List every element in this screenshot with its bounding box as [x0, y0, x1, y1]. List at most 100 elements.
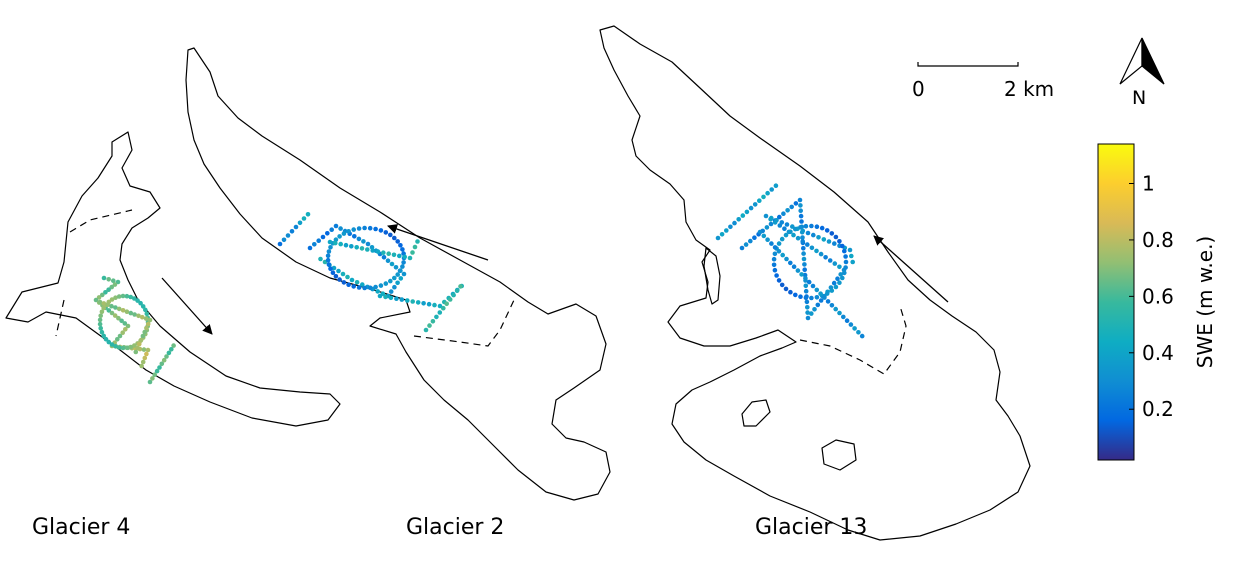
- glacier-2: [185, 47, 611, 501]
- swe-point: [739, 245, 745, 251]
- swe-point: [816, 235, 821, 240]
- swe-point: [391, 252, 397, 258]
- swe-point: [415, 300, 421, 305]
- swe-point: [811, 232, 816, 238]
- swe-point: [771, 262, 777, 268]
- swe-point: [805, 310, 810, 315]
- swe-point: [139, 363, 144, 369]
- swe-point: [112, 282, 118, 287]
- swe-point: [375, 289, 381, 294]
- swe-point: [447, 297, 453, 302]
- swe-point: [138, 337, 144, 343]
- swe-point: [837, 264, 842, 270]
- swe-point: [842, 270, 847, 276]
- swe-point: [829, 231, 835, 236]
- swe-point: [312, 242, 317, 247]
- swe-point: [101, 301, 107, 306]
- swe-point: [336, 268, 341, 274]
- swe-point: [393, 265, 399, 270]
- swe-point: [788, 260, 793, 266]
- swe-point: [386, 251, 392, 256]
- swe-point: [799, 219, 804, 224]
- swe-point: [818, 291, 823, 297]
- swe-point: [779, 282, 785, 288]
- swe-point: [109, 342, 115, 347]
- swe-point: [99, 309, 105, 315]
- swe-point: [781, 211, 786, 216]
- swe-point: [768, 221, 774, 227]
- swe-point: [325, 231, 330, 236]
- swe-point: [343, 242, 349, 248]
- swe-point: [136, 313, 141, 319]
- swe-point: [333, 240, 338, 246]
- swe-point: [120, 345, 126, 351]
- colorbar-tick-label: 0.8: [1142, 228, 1174, 252]
- swe-point: [352, 234, 357, 239]
- swe-point: [361, 239, 366, 244]
- swe-point: [827, 258, 833, 263]
- swe-point: [799, 272, 804, 277]
- swe-point: [106, 277, 111, 282]
- glacier-13-outline: [599, 25, 1031, 541]
- swe-point: [109, 310, 115, 316]
- swe-point: [106, 308, 112, 313]
- colorbar-title: SWE (m w.e.): [1193, 236, 1217, 368]
- swe-point: [837, 310, 842, 316]
- colorbar-tick-label: 0.2: [1142, 397, 1174, 421]
- swe-point: [831, 280, 837, 286]
- swe-point: [277, 241, 283, 247]
- swe-point: [128, 294, 133, 300]
- swe-point: [833, 234, 839, 240]
- swe-point: [338, 241, 344, 247]
- north-arrow-icon: N: [1119, 37, 1165, 109]
- swe-point: [329, 227, 335, 232]
- swe-point: [423, 327, 429, 333]
- swe-point: [843, 254, 848, 259]
- swe-point: [101, 333, 106, 339]
- colorbar-tick-label: 0.6: [1142, 284, 1174, 308]
- swe-point: [798, 203, 803, 208]
- swe-point: [103, 290, 108, 295]
- swe-point: [331, 265, 337, 271]
- swe-point: [398, 268, 403, 274]
- swe-point: [769, 215, 774, 221]
- swe-point: [109, 297, 115, 302]
- swe-point: [803, 283, 809, 289]
- swe-point: [806, 279, 812, 285]
- swe-point: [814, 248, 819, 254]
- swe-point: [285, 233, 291, 238]
- swe-point: [804, 299, 810, 305]
- swe-point: [356, 226, 362, 231]
- swe-point: [365, 247, 370, 252]
- swe-point: [776, 278, 782, 283]
- swe-point: [783, 232, 789, 238]
- swe-point: [724, 228, 729, 233]
- swe-point: [106, 287, 111, 293]
- swe-point: [145, 321, 151, 327]
- swe-point: [101, 305, 106, 311]
- swe-point: [140, 304, 146, 309]
- swe-point: [800, 228, 806, 234]
- swe-point: [415, 239, 420, 244]
- swe-point: [345, 274, 350, 280]
- swe-point: [402, 254, 408, 260]
- swe-point: [801, 246, 806, 251]
- swe-point: [346, 229, 351, 234]
- swe-point: [143, 316, 149, 321]
- swe-point: [847, 247, 853, 253]
- swe-point: [801, 256, 807, 262]
- swe-point: [328, 266, 333, 272]
- glacier-13: [599, 25, 1031, 541]
- swe-point: [852, 326, 857, 331]
- swe-point: [740, 213, 746, 218]
- swe-point: [338, 226, 343, 231]
- swe-point: [392, 284, 397, 290]
- swe-point: [171, 343, 176, 348]
- swe-point: [326, 249, 332, 254]
- swe-point: [383, 230, 389, 235]
- flow-arrow-icon: [873, 235, 949, 303]
- swe-point: [100, 292, 105, 298]
- swe-point: [103, 336, 109, 342]
- swe-point: [772, 251, 778, 257]
- swe-point: [132, 343, 137, 348]
